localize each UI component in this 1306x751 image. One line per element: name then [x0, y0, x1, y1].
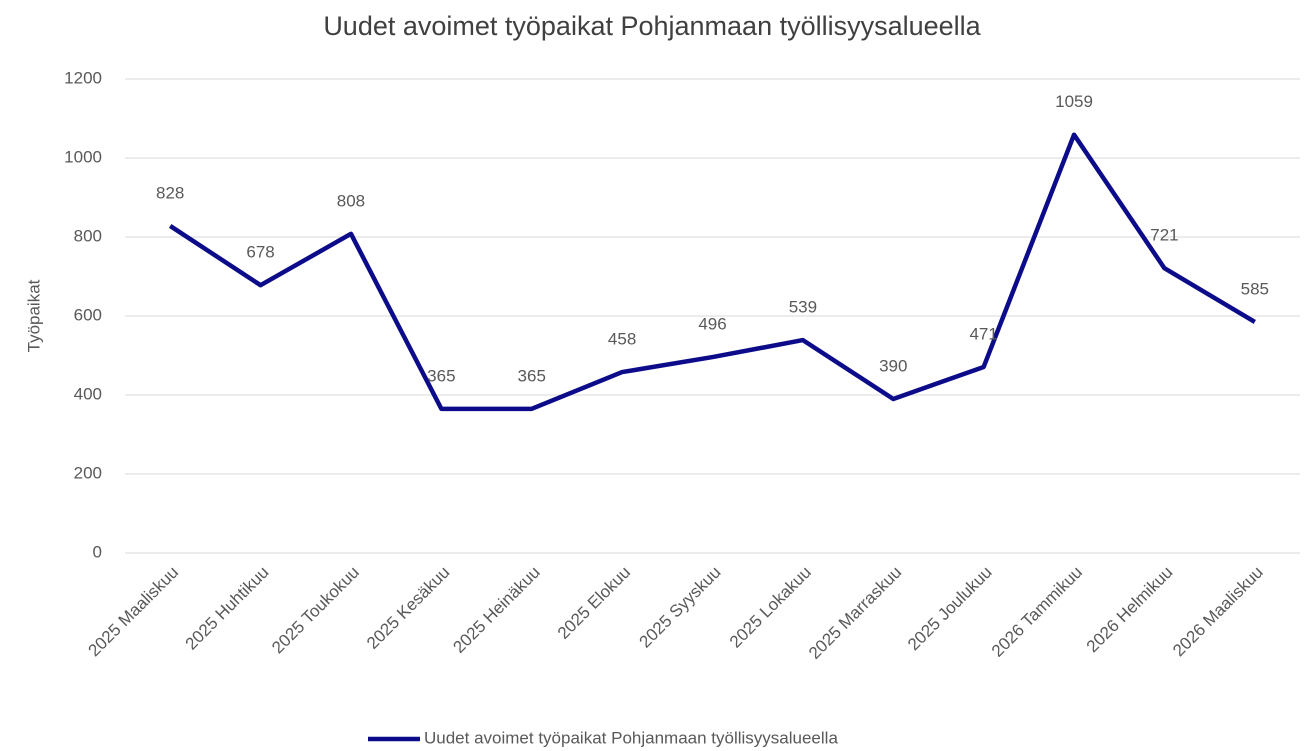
y-tick-label: 1200: [64, 68, 102, 87]
x-tick-label: 2025 Maaliskuu: [85, 563, 183, 661]
y-tick-label: 200: [74, 463, 102, 482]
x-tick-label: 2026 Helmikuu: [1083, 563, 1177, 657]
data-label: 808: [337, 191, 365, 210]
x-tick-label: 2025 Marraskuu: [805, 563, 905, 663]
data-label: 585: [1241, 279, 1269, 298]
x-tick-label: 2025 Heinäkuu: [449, 563, 543, 657]
chart-title: Uudet avoimet työpaikat Pohjanmaan työll…: [323, 11, 981, 41]
y-tick-label: 800: [74, 226, 102, 245]
data-label: 471: [969, 324, 997, 343]
x-tick-label: 2025 Kesäkuu: [363, 563, 453, 653]
x-tick-label: 2025 Toukokuu: [268, 563, 363, 658]
y-tick-label: 1000: [64, 147, 102, 166]
y-axis-title: Työpaikat: [24, 279, 43, 352]
data-label: 390: [879, 356, 907, 375]
data-label: 365: [427, 366, 455, 385]
data-label: 539: [789, 298, 817, 317]
y-tick-label: 0: [93, 542, 102, 561]
x-tick-label: 2025 Huhtikuu: [182, 563, 273, 654]
data-label: 678: [246, 243, 274, 262]
data-label: 496: [698, 315, 726, 334]
data-label: 721: [1150, 226, 1178, 245]
y-tick-label: 600: [74, 305, 102, 324]
y-tick-label: 400: [74, 384, 102, 403]
data-label: 828: [156, 183, 184, 202]
x-tick-label: 2025 Joulukuu: [904, 563, 996, 655]
data-label: 1059: [1055, 92, 1093, 111]
x-tick-label: 2025 Lokakuu: [726, 563, 815, 652]
data-label: 365: [518, 366, 546, 385]
x-tick-label: 2026 Tammikuu: [988, 563, 1086, 661]
legend-label: Uudet avoimet työpaikat Pohjanmaan työll…: [424, 728, 838, 747]
line-series: [168, 132, 1256, 412]
x-tick-label: 2025 Elokuu: [554, 563, 634, 643]
x-tick-label: 2026 Maaliskuu: [1169, 563, 1267, 661]
data-label: 458: [608, 330, 636, 349]
x-tick-label: 2025 Syyskuu: [636, 563, 725, 652]
